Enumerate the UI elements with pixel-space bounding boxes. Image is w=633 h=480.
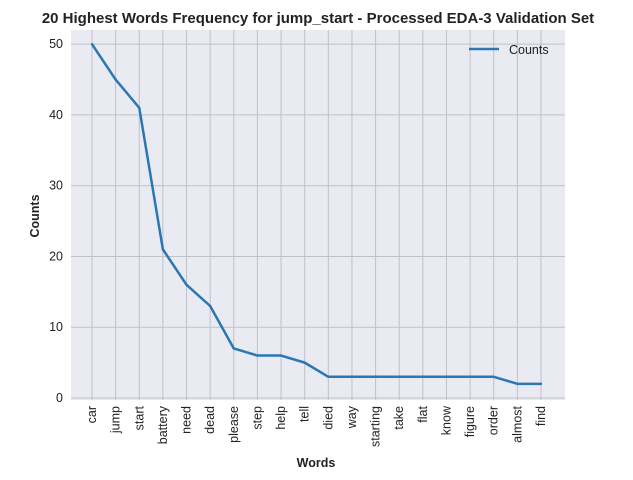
x-axis-ticks: car jump start battery need dead please step hel… bbox=[85, 405, 548, 447]
data-point-died bbox=[327, 375, 330, 378]
data-point-flat bbox=[421, 375, 425, 378]
series-line-counts bbox=[90, 43, 541, 386]
data-point-almost bbox=[516, 382, 519, 386]
data-point-help bbox=[279, 354, 283, 357]
x-tick-label: tell bbox=[298, 406, 312, 422]
x-tick-label: help bbox=[274, 406, 288, 430]
legend: Counts bbox=[469, 43, 549, 57]
x-tick-label: step bbox=[250, 406, 264, 430]
y-axis-ticks: 0 10 20 30 40 50 bbox=[49, 37, 63, 405]
y-tick-label: 20 bbox=[49, 249, 63, 263]
x-axis-label: Words bbox=[297, 456, 336, 470]
grid bbox=[71, 30, 565, 400]
x-tick-label: need bbox=[180, 406, 194, 434]
x-tick-label: please bbox=[227, 406, 241, 443]
y-tick-label: 0 bbox=[56, 391, 63, 405]
data-point-know bbox=[445, 375, 448, 378]
data-point-find bbox=[539, 382, 543, 386]
x-tick-label: know bbox=[439, 405, 453, 435]
x-tick-label: start bbox=[132, 405, 146, 430]
x-tick-label: jump bbox=[109, 406, 123, 434]
x-tick-label: battery bbox=[156, 405, 170, 444]
data-point-figure bbox=[468, 375, 472, 378]
data-point-please bbox=[232, 347, 235, 350]
x-tick-label: take bbox=[392, 406, 406, 430]
x-tick-label: way bbox=[345, 405, 359, 429]
data-point-car bbox=[90, 42, 94, 46]
chart-title: 20 Highest Words Frequency for jump_star… bbox=[42, 10, 594, 27]
y-tick-label: 30 bbox=[49, 179, 63, 193]
y-axis-label: Counts bbox=[28, 194, 42, 237]
y-tick-label: 40 bbox=[49, 108, 63, 122]
data-point-way bbox=[350, 375, 354, 378]
data-point-take bbox=[398, 375, 401, 378]
data-point-order bbox=[492, 375, 495, 378]
data-point-step bbox=[256, 354, 259, 357]
x-tick-label: find bbox=[534, 406, 548, 426]
data-point-starting bbox=[374, 375, 377, 378]
x-tick-label: car bbox=[85, 406, 99, 423]
x-tick-label: died bbox=[321, 406, 335, 430]
data-point-jump bbox=[114, 78, 117, 81]
plot-area bbox=[71, 30, 565, 400]
x-tick-label: almost bbox=[510, 405, 524, 442]
x-tick-label: order bbox=[487, 406, 501, 435]
data-point-start bbox=[138, 106, 141, 110]
data-point-tell bbox=[303, 361, 306, 364]
data-point-need bbox=[185, 283, 188, 286]
data-point-dead bbox=[208, 304, 212, 308]
x-tick-label: flat bbox=[416, 405, 430, 422]
data-point-battery bbox=[161, 248, 165, 251]
y-tick-label: 10 bbox=[49, 320, 63, 334]
x-tick-label: dead bbox=[203, 406, 217, 434]
y-tick-label: 50 bbox=[49, 37, 63, 51]
legend-label-counts: Counts bbox=[509, 43, 549, 57]
x-tick-label: starting bbox=[369, 406, 383, 447]
x-tick-label: figure bbox=[463, 406, 477, 437]
